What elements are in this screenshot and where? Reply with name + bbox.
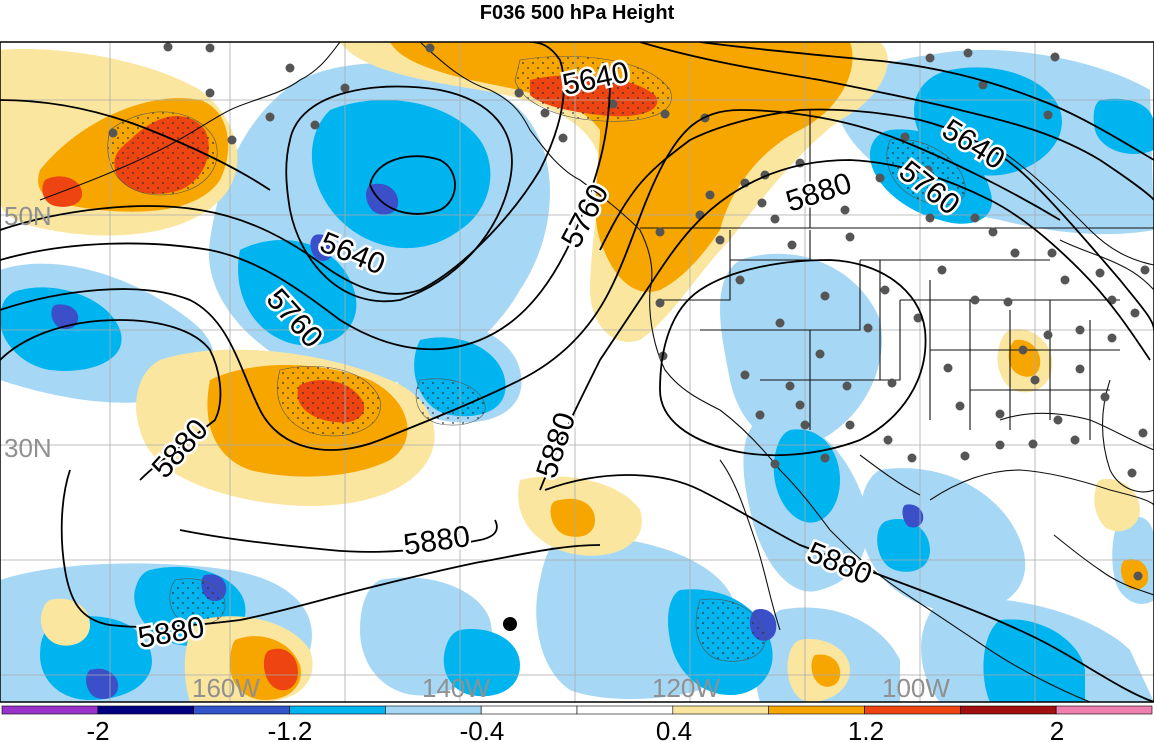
colorbar-segment	[1055, 705, 1153, 715]
colorbar-segment	[385, 705, 482, 715]
colorbar-segment	[672, 705, 769, 715]
colorbar-tick-label: 0.4	[656, 716, 692, 742]
significance-stippling	[107, 55, 966, 662]
latitude-label: 30N	[4, 433, 52, 463]
station-markers	[108, 42, 1150, 581]
longitude-label: 120W	[652, 673, 720, 703]
colorbar-segment	[289, 705, 386, 715]
colorbar-tick-label: 1.2	[848, 716, 884, 742]
longitude-label: 140W	[422, 673, 490, 703]
map-field: 5640 5640 5640 5760 5760 5760 5880 5880 …	[0, 42, 1154, 703]
lat-lon-grid	[0, 42, 1154, 702]
map-title: F036 500 hPa Height	[479, 2, 675, 24]
latitude-label: 50N	[4, 201, 52, 231]
colorbar-segment	[768, 705, 865, 715]
location-marker	[503, 617, 517, 631]
longitude-label: 160W	[192, 673, 260, 703]
colorbar	[1, 705, 1153, 715]
colorbar-tick-label: 2	[1050, 716, 1064, 742]
axis-label-group: 50N 30N 160W 140W 120W 100W	[4, 201, 950, 703]
colorbar-segment	[864, 705, 961, 715]
colorbar-tick-label: -2	[86, 716, 109, 742]
colorbar-segment	[97, 705, 194, 715]
height-contours	[0, 42, 1154, 702]
colorbar-segment	[960, 705, 1057, 715]
colorbar-segment	[480, 705, 578, 715]
map-frame	[0, 41, 1154, 703]
coastlines-and-borders	[39, 42, 1154, 702]
colorbar-segment	[1, 705, 99, 715]
longitude-label: 100W	[882, 673, 950, 703]
colorbar-tick-labels: -2 -1.2 -0.4 0.4 1.2 2	[86, 716, 1064, 742]
colorbar-tick-label: -1.2	[268, 716, 313, 742]
colorbar-segment	[576, 705, 674, 715]
colorbar-tick-label: -0.4	[460, 716, 505, 742]
colorbar-segment	[193, 705, 290, 715]
